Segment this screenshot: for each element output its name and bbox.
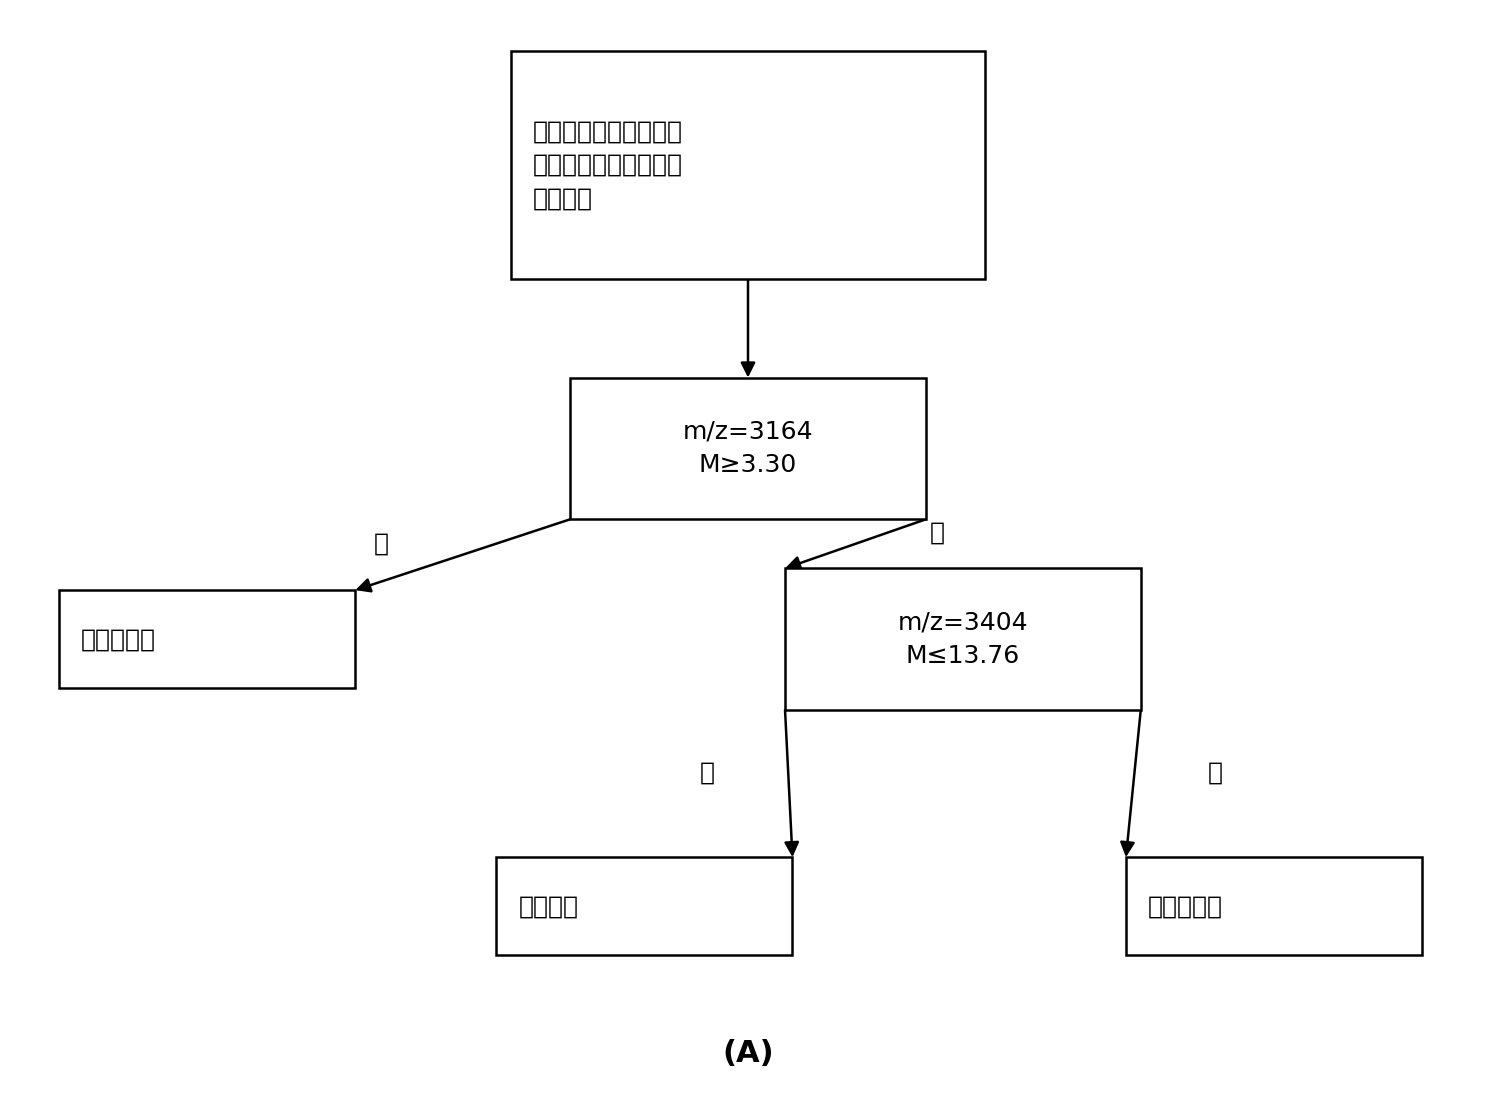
Text: 受检者血清蛋白多肽质
谱与如下质谱模型进行
分析比较: 受检者血清蛋白多肽质 谱与如下质谱模型进行 分析比较 (533, 119, 684, 211)
Bar (1126, 857, 1423, 955)
Text: 否: 否 (700, 761, 715, 785)
Text: 提示乳腺癌: 提示乳腺癌 (81, 627, 156, 651)
Text: m/z=3404
M≤13.76: m/z=3404 M≤13.76 (898, 611, 1028, 668)
Text: 是: 是 (1207, 761, 1222, 785)
Bar (785, 569, 1141, 710)
Text: 提示正常: 提示正常 (518, 894, 579, 919)
Text: m/z=3164
M≥3.30: m/z=3164 M≥3.30 (682, 420, 814, 477)
Text: 否: 否 (929, 521, 944, 545)
Text: (A): (A) (723, 1039, 773, 1068)
Bar (58, 591, 355, 688)
Bar (510, 51, 986, 279)
Text: 提示乳腺癌: 提示乳腺癌 (1147, 894, 1224, 919)
Text: 是: 是 (374, 532, 389, 555)
Bar (570, 378, 926, 519)
Bar (497, 857, 793, 955)
